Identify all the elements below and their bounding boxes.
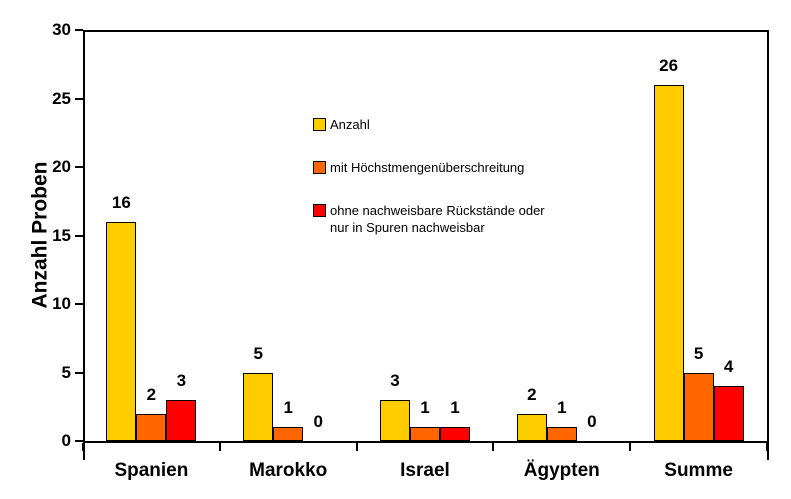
y-tick-label: 15 xyxy=(52,225,71,245)
bar-mit-agypten xyxy=(546,427,577,441)
x-tick-mark xyxy=(355,443,358,451)
bar-value-label: 1 xyxy=(450,398,460,418)
x-tick-mark xyxy=(629,443,632,451)
bar-value-label: 3 xyxy=(390,370,400,390)
x-tick-mark xyxy=(82,443,84,451)
x-category-label: Marokko xyxy=(249,460,328,481)
bar-mit-spanien xyxy=(136,413,167,441)
y-tick-mark xyxy=(75,29,83,31)
y-tick-mark xyxy=(75,371,83,374)
bar-value-label: 3 xyxy=(176,370,187,390)
y-tick-mark xyxy=(75,97,83,100)
plot-border-right xyxy=(767,30,769,460)
bar-ohne-israel xyxy=(440,427,470,441)
legend-swatch-icon xyxy=(313,118,326,131)
bar-value-label: 5 xyxy=(253,343,263,363)
y-tick-label: 25 xyxy=(52,88,71,108)
x-category-label: Summe xyxy=(664,460,733,481)
bar-value-label: 2 xyxy=(146,384,157,404)
chart-legend: Anzahl mit Höchstmengenüberschreitung ohne… xyxy=(313,116,545,262)
x-tick-mark xyxy=(492,443,495,451)
bar-anzahl-summe xyxy=(653,84,684,441)
bar-value-label: 1 xyxy=(557,398,567,418)
bar-mit-summe xyxy=(683,372,714,441)
legend-label: Anzahl xyxy=(330,117,370,132)
bar-ohne-summe xyxy=(713,386,744,441)
x-tick-mark xyxy=(766,443,768,451)
y-tick-label: 0 xyxy=(61,431,71,450)
bar-value-label: 0 xyxy=(587,412,597,431)
x-category-label: Israel xyxy=(400,460,450,481)
y-tick-mark xyxy=(75,166,83,168)
bar-value-label: 0 xyxy=(313,412,323,431)
y-axis-line xyxy=(83,30,85,460)
bar-mit-marokko xyxy=(273,427,304,441)
bar-value-label: 5 xyxy=(693,343,704,363)
legend-label: ohne nachweisbare Rückstände oder nur in … xyxy=(330,203,545,235)
y-tick-label: 30 xyxy=(52,20,71,39)
x-category-label: Spanien xyxy=(114,460,189,481)
bar-value-label: 1 xyxy=(420,398,430,418)
x-tick-mark xyxy=(218,443,221,451)
legend-item: mit Höchstmengenüberschreitung xyxy=(313,159,545,176)
bar-anzahl-israel xyxy=(380,399,410,441)
x-category-label: Ägypten xyxy=(523,460,600,481)
legend-swatch-icon xyxy=(313,204,326,217)
plot-border-top xyxy=(83,30,769,32)
bar-anzahl-agypten xyxy=(516,413,547,441)
legend-label: mit Höchstmengenüberschreitung xyxy=(330,160,525,175)
legend-swatch-icon xyxy=(313,161,326,174)
bar-value-label: 4 xyxy=(723,357,734,377)
y-tick-label: 10 xyxy=(52,294,71,313)
legend-item: ohne nachweisbare Rückstände oder nur in … xyxy=(313,202,545,236)
bar-mit-israel xyxy=(410,427,440,441)
y-tick-label: 20 xyxy=(52,157,71,176)
y-tick-mark xyxy=(75,440,83,442)
bar-value-label: 1 xyxy=(283,398,293,418)
legend-item: Anzahl xyxy=(313,116,545,133)
y-tick-label: 5 xyxy=(61,362,71,382)
x-axis-line xyxy=(83,441,769,443)
bar-ohne-spanien xyxy=(166,399,197,441)
bar-value-label: 16 xyxy=(111,192,131,212)
bar-anzahl-spanien xyxy=(106,221,137,441)
y-tick-mark xyxy=(75,234,83,237)
bar-anzahl-marokko xyxy=(243,372,274,441)
bar-value-label: 2 xyxy=(527,384,537,404)
y-tick-mark xyxy=(75,303,83,305)
bar-value-label: 26 xyxy=(659,55,679,75)
